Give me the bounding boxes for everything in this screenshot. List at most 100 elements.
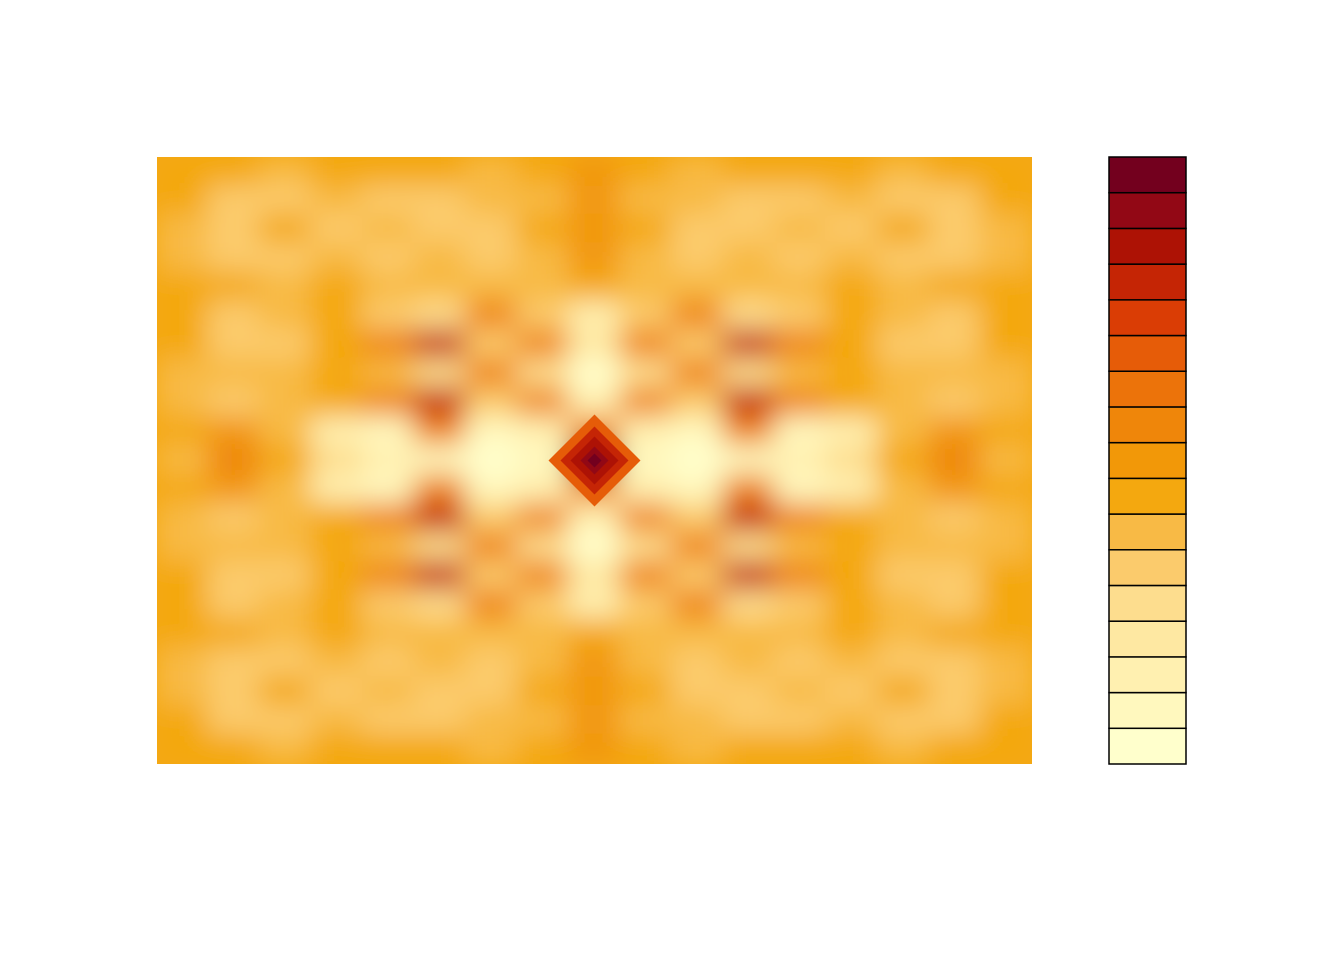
heatmap-cell — [413, 531, 467, 563]
heatmap-cell — [361, 734, 416, 764]
heatmap-cell — [516, 676, 570, 708]
heatmap-cell — [464, 358, 519, 390]
heatmap-cell — [619, 647, 673, 679]
heatmap-cell — [979, 242, 1032, 274]
heatmap-cell — [516, 560, 570, 592]
heatmap-cell — [413, 618, 467, 650]
heatmap-cell — [567, 676, 622, 708]
heatmap-cell — [876, 271, 931, 303]
heatmap-cell — [979, 502, 1032, 534]
heatmap-cell — [619, 618, 673, 650]
heatmap-cell — [258, 676, 313, 708]
heatmap-cell — [722, 358, 776, 390]
heatmap-cell — [516, 531, 570, 563]
heatmap-cell — [979, 329, 1032, 361]
heatmap-cell — [567, 358, 622, 390]
heatmap-cell — [567, 271, 622, 303]
heatmap-cell — [310, 445, 364, 476]
heatmap-cell — [361, 213, 416, 245]
heatmap-cell — [157, 184, 210, 216]
colorbar-swatch — [1108, 656, 1187, 694]
heatmap-cell — [619, 473, 673, 505]
heatmap-cell — [258, 300, 313, 332]
heatmap-cell — [670, 387, 725, 419]
heatmap-cell — [773, 184, 828, 216]
heatmap-cell — [567, 618, 622, 650]
heatmap-cell — [825, 647, 879, 679]
heatmap-cell — [722, 647, 776, 679]
heatmap-cell — [361, 358, 416, 390]
heatmap-cell — [619, 184, 673, 216]
heatmap-cell — [567, 387, 622, 419]
heatmap-cell — [516, 589, 570, 621]
colorbar-swatch — [1108, 620, 1187, 658]
heatmap-cell — [825, 387, 879, 419]
heatmap-cell — [825, 531, 879, 563]
heatmap-cell — [670, 242, 725, 274]
heatmap-cell — [773, 618, 828, 650]
heatmap-cell — [773, 560, 828, 592]
heatmap-cell — [464, 329, 519, 361]
heatmap-cell — [258, 618, 313, 650]
heatmap-cell — [567, 560, 622, 592]
heatmap-cell — [928, 589, 982, 621]
heatmap-cell — [464, 589, 519, 621]
heatmap-cell — [928, 387, 982, 419]
heatmap-cell — [361, 647, 416, 679]
heatmap-cell — [157, 705, 210, 737]
heatmap-cell — [207, 271, 261, 303]
heatmap-cell — [928, 213, 982, 245]
heatmap-cell — [722, 502, 776, 534]
heatmap-cell — [258, 329, 313, 361]
heatmap-cell — [516, 416, 570, 448]
heatmap-cell — [464, 387, 519, 419]
heatmap-cell — [413, 589, 467, 621]
heatmap-cell — [722, 676, 776, 708]
colorbar-swatch — [1108, 477, 1187, 515]
heatmap-cell — [310, 387, 364, 419]
plot-area — [157, 157, 1032, 764]
heatmap-cell — [413, 242, 467, 274]
heatmap-cell — [413, 705, 467, 737]
heatmap-cell — [361, 300, 416, 332]
heatmap-cell — [619, 300, 673, 332]
heatmap-cell — [157, 531, 210, 563]
heatmap-cell — [258, 242, 313, 274]
heatmap-cell — [773, 531, 828, 563]
heatmap-cell — [619, 502, 673, 534]
colorbar-swatch — [1108, 370, 1187, 408]
heatmap-cell — [928, 531, 982, 563]
heatmap-cell — [722, 531, 776, 563]
heatmap-cell — [928, 473, 982, 505]
heatmap-cell — [464, 618, 519, 650]
heatmap-cell — [670, 502, 725, 534]
heatmap-cell — [157, 502, 210, 534]
heatmap-cell — [928, 647, 982, 679]
heatmap-cell — [928, 445, 982, 476]
heatmap-cell — [361, 473, 416, 505]
heatmap-cell — [773, 271, 828, 303]
heatmap-cell — [722, 445, 776, 476]
heatmap-cell — [207, 213, 261, 245]
heatmap-cell — [979, 445, 1032, 476]
heatmap-cell — [619, 589, 673, 621]
heatmap-cell — [258, 647, 313, 679]
heatmap-cell — [207, 358, 261, 390]
heatmap-cell — [670, 618, 725, 650]
heatmap-cell — [464, 213, 519, 245]
heatmap-cell — [722, 416, 776, 448]
heatmap-cell — [310, 618, 364, 650]
heatmap-cell — [979, 184, 1032, 216]
heatmap-cell — [413, 560, 467, 592]
heatmap-cell — [157, 358, 210, 390]
heatmap-cell — [928, 734, 982, 764]
heatmap-cell — [361, 560, 416, 592]
colorbar-swatch — [1108, 441, 1187, 480]
heatmap-cell — [516, 358, 570, 390]
heatmap-cell — [722, 618, 776, 650]
heatmap-cell — [207, 416, 261, 448]
heatmap-cell — [413, 416, 467, 448]
heatmap-cell — [567, 242, 622, 274]
heatmap-cell — [361, 618, 416, 650]
heatmap-cell — [157, 647, 210, 679]
